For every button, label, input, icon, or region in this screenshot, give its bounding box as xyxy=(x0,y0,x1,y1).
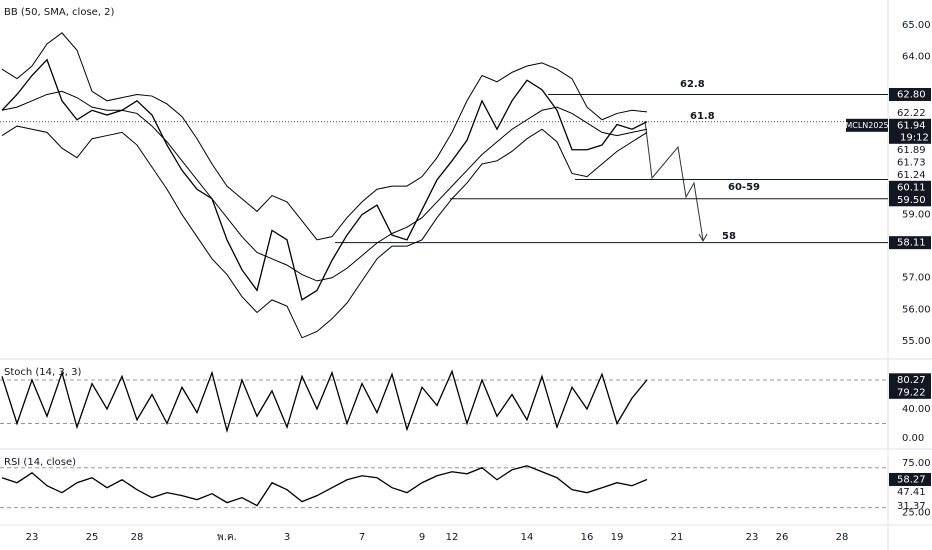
price-tag-box xyxy=(889,180,931,194)
panel-title: RSI (14, close) xyxy=(4,457,76,468)
price-tag: 62.22 xyxy=(897,108,926,119)
price-tag-box xyxy=(889,193,931,207)
price-tag: 60.11 xyxy=(897,182,926,193)
x-tick-label: 14 xyxy=(521,532,534,543)
x-tick-label: 3 xyxy=(284,532,290,543)
y-tick-label: 40.00 xyxy=(902,404,931,415)
price-tag: 47.41 xyxy=(897,487,926,498)
price-tag: 80.27 xyxy=(897,375,926,386)
symbol-tag: MCLN2025 xyxy=(845,121,888,130)
projection xyxy=(644,120,708,243)
x-tick-label: 12 xyxy=(446,532,459,543)
y-tick-label: 65.00 xyxy=(902,20,931,31)
y-tick-label: 59.00 xyxy=(902,210,931,221)
x-tick-label: 23 xyxy=(746,532,759,543)
price-line xyxy=(1,369,648,434)
price-tag-box xyxy=(889,118,931,144)
price-tag-box xyxy=(889,236,931,250)
price-tag: 61.73 xyxy=(897,157,926,168)
price-tag: 62.80 xyxy=(897,89,926,100)
panel-title: Stoch (14, 3, 3) xyxy=(4,367,81,378)
annotation: 61.8 xyxy=(690,111,715,122)
x-tick-label: พ.ค. xyxy=(217,532,237,543)
x-tick-label: 23 xyxy=(26,532,39,543)
band-series xyxy=(1,90,648,282)
band-series xyxy=(1,32,648,241)
annotation: 58 xyxy=(722,231,736,242)
price-line xyxy=(1,58,648,301)
x-tick-label: 21 xyxy=(671,532,684,543)
price-tag: 58.27 xyxy=(897,474,926,485)
annotation: 62.8 xyxy=(680,79,705,90)
price-tag: 79.22 xyxy=(897,387,926,398)
price-tag: 58.11 xyxy=(897,238,926,249)
x-tick-label: 7 xyxy=(359,532,365,543)
price-line xyxy=(1,465,648,507)
price-tag-box xyxy=(889,472,931,486)
band-series xyxy=(1,125,648,339)
x-tick-label: 28 xyxy=(836,532,849,543)
y-tick-label: 64.00 xyxy=(902,52,931,63)
y-tick-label: 25.00 xyxy=(902,508,931,519)
x-tick-label: 19 xyxy=(611,532,624,543)
price-tag: 61.24 xyxy=(897,170,926,181)
x-tick-label: 25 xyxy=(86,532,99,543)
price-tag: 61.89 xyxy=(897,145,926,156)
x-tick-label: 26 xyxy=(776,532,789,543)
price-tag: 61.94 xyxy=(897,120,926,131)
y-tick-label: 56.00 xyxy=(902,304,931,315)
annotation: 60-59 xyxy=(728,182,760,193)
panel-title: BB (50, SMA, close, 2) xyxy=(4,7,115,18)
y-tick-label: 75.00 xyxy=(902,458,931,469)
x-tick-label: 28 xyxy=(131,532,144,543)
price-tag: 31.37 xyxy=(897,501,926,512)
price-tag-box xyxy=(889,373,931,387)
x-tick-label: 16 xyxy=(581,532,594,543)
y-tick-label: 0.00 xyxy=(902,433,924,444)
y-tick-label: 57.00 xyxy=(902,273,931,284)
countdown: 19:12 xyxy=(900,132,929,143)
price-tag-box xyxy=(889,385,931,399)
x-tick-label: 9 xyxy=(419,532,425,543)
price-tag-box xyxy=(889,87,931,101)
symbol-tag-box xyxy=(846,118,888,132)
price-tag: 59.50 xyxy=(897,195,926,206)
y-tick-label: 55.00 xyxy=(902,336,931,347)
